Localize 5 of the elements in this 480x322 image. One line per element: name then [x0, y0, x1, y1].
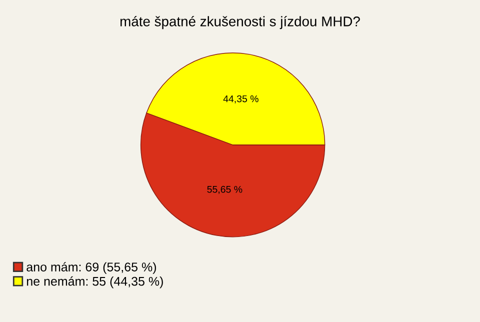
data-label: 44,35 %: [223, 95, 258, 104]
legend-label: ne nemám: 55 (44,35 %): [26, 276, 163, 288]
chart-title: máte špatné zkušenosti s jízdou MHD?: [120, 16, 360, 30]
data-label: 55,65 %: [207, 186, 242, 194]
legend-label: ano mám: 69 (55,65 %): [26, 262, 156, 274]
